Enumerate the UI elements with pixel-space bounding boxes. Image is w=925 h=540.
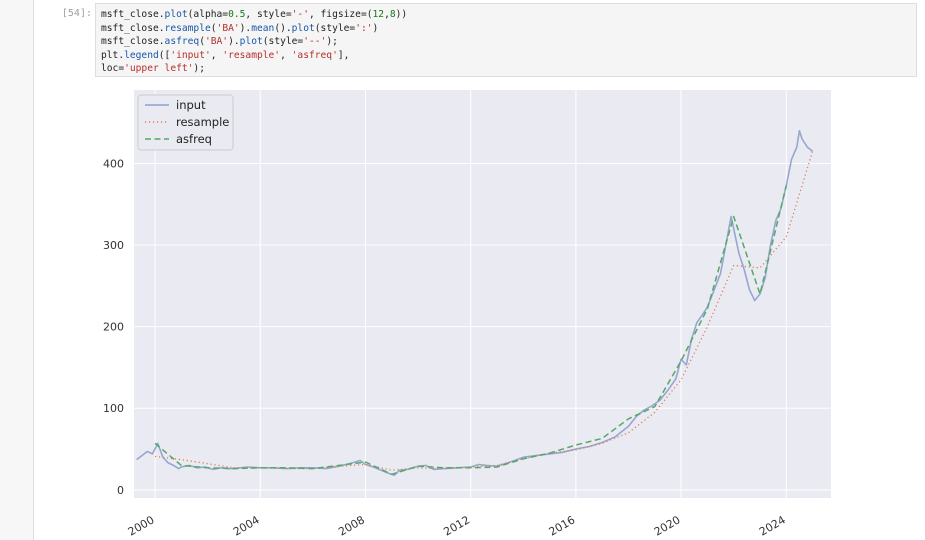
code-token: ,	[384, 9, 390, 20]
code-line: loc='upper left');	[101, 62, 916, 76]
plot-area	[134, 90, 831, 498]
code-token: msft_close.	[101, 22, 165, 34]
code-token: 'BA'	[216, 22, 240, 34]
code-token: asfreq	[164, 36, 200, 48]
x-tick-label: 2004	[231, 513, 262, 538]
series-line-input	[136, 130, 814, 476]
code-token: 12	[372, 9, 385, 20]
code-token: plot	[291, 22, 315, 34]
legend-label: input	[176, 98, 206, 112]
code-line: msft_close.plot(alpha=0.5, style='-', fi…	[101, 8, 916, 22]
code-token: ':'	[355, 22, 373, 34]
code-token: '--'	[303, 36, 327, 48]
x-tick-label: 2012	[441, 513, 472, 538]
code-token: resample	[164, 22, 211, 34]
legend: input resample asfreq	[137, 94, 234, 151]
x-tick-label: 2008	[336, 513, 367, 538]
code-token: (style=	[262, 36, 304, 48]
code-line: msft_close.asfreq('BA').plot(style='--')…	[101, 35, 916, 49]
code-token: plot	[164, 9, 188, 20]
code-token: 'asfreq'	[291, 49, 338, 61]
code-token: msft_close.	[101, 9, 165, 20]
code-token: ().	[274, 22, 292, 34]
legend-box	[137, 94, 234, 151]
series-layer	[136, 130, 814, 476]
code-token: );	[193, 63, 205, 75]
y-tick-label: 100	[103, 402, 124, 415]
cell-output: 0 100 200 300 400 2000 2004 2008 2012 2016 2020 20…	[95, 80, 925, 540]
y-tick-label: 300	[103, 239, 124, 252]
code-token: (	[210, 22, 217, 34]
series-line-asfreq	[154, 185, 788, 476]
code-token: 8	[389, 9, 396, 20]
code-token: legend	[124, 49, 159, 61]
code-token: ([	[158, 49, 171, 61]
code-token: ).	[228, 36, 240, 48]
code-token: msft_close.	[101, 36, 165, 48]
code-token: (alpha=	[187, 9, 229, 20]
x-axis-ticks: 2000 2004 2008 2012 2016 2020 2024	[126, 513, 788, 538]
code-token: plt.	[101, 49, 125, 61]
grid-lines	[134, 90, 831, 498]
code-token: ],	[337, 49, 350, 61]
code-token: )	[372, 22, 379, 34]
code-token: 'BA'	[204, 36, 229, 48]
y-tick-label: 400	[103, 157, 124, 170]
code-token: loc=	[101, 63, 125, 75]
y-tick-label: 0	[117, 484, 124, 497]
legend-label: resample	[176, 115, 229, 129]
code-line: msft_close.resample('BA').mean().plot(st…	[101, 22, 916, 36]
x-tick-label: 2020	[652, 513, 683, 538]
code-token: '-'	[291, 9, 309, 20]
code-token: 0.5	[228, 9, 246, 20]
code-token: (style=	[314, 22, 356, 34]
code-cell[interactable]: msft_close.plot(alpha=0.5, style='-', fi…	[95, 3, 917, 77]
code-token: 'resample'	[222, 49, 281, 61]
code-token: 'input'	[170, 49, 211, 61]
x-tick-label: 2000	[126, 513, 157, 538]
code-token: );	[326, 36, 338, 48]
x-tick-label: 2016	[547, 513, 578, 538]
series-line-resample	[154, 151, 814, 471]
code-token: , style=	[245, 9, 292, 20]
cell-prompt: [54]:	[61, 8, 92, 19]
code-token: , figsize=(	[308, 9, 373, 20]
legend-label: asfreq	[176, 132, 212, 146]
code-line: plt.legend(['input', 'resample', 'asfreq…	[101, 49, 916, 63]
code-token: (	[199, 36, 205, 48]
y-tick-label: 200	[103, 321, 124, 334]
notebook-left-rail	[0, 0, 34, 540]
code-token: plot	[239, 36, 263, 48]
code-token: 'upper left'	[124, 63, 194, 75]
code-token: ))	[395, 9, 408, 20]
code-token: mean	[251, 22, 275, 34]
code-token: ,	[210, 49, 223, 61]
y-axis-ticks: 0 100 200 300 400	[103, 157, 124, 496]
code-token: ).	[239, 22, 252, 34]
code-token: ,	[280, 49, 292, 61]
x-tick-label: 2024	[757, 513, 788, 538]
